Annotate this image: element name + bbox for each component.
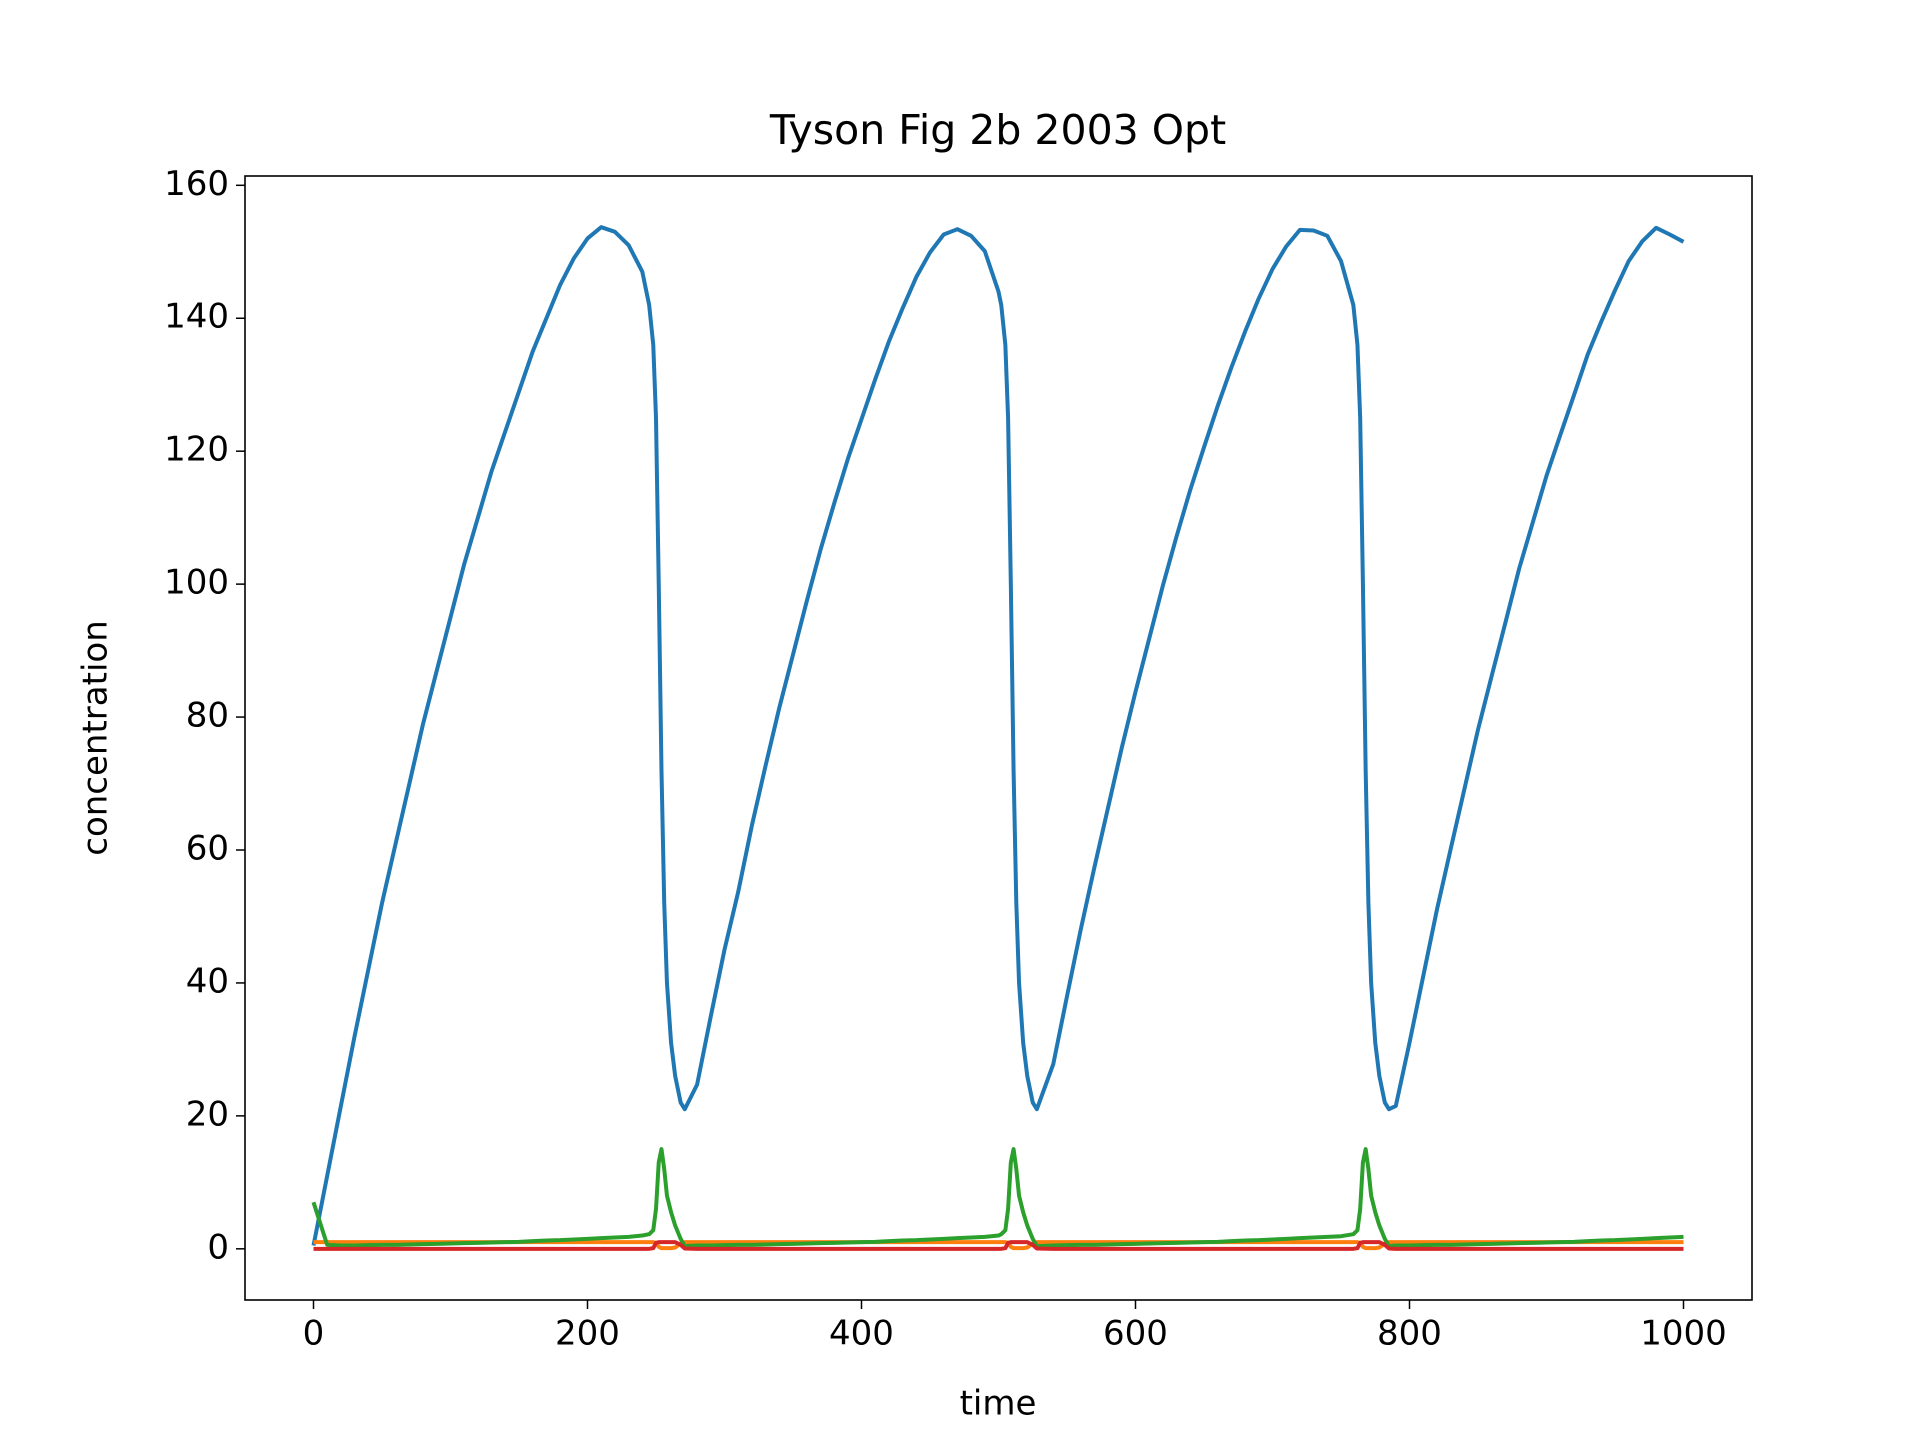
y-tick-label: 0 [207,1227,229,1267]
y-tick-label: 100 [164,563,229,603]
x-tick-label: 600 [1103,1314,1168,1354]
chart-title: Tyson Fig 2b 2003 Opt [769,106,1226,154]
x-tick-label: 800 [1377,1314,1442,1354]
y-axis-label: concentration [76,620,116,855]
plot-frame [244,175,1753,1301]
x-axis-label: time [960,1384,1037,1424]
y-tick-label: 140 [164,297,229,337]
x-tick-label: 1000 [1640,1314,1727,1354]
y-tick-label: 40 [186,961,229,1001]
data-line [311,1147,1684,1249]
y-tick-label: 60 [186,829,229,869]
x-tick-label: 200 [555,1314,620,1354]
y-tick-label: 120 [164,430,229,470]
data-line [313,1240,1684,1251]
data-line [311,225,1685,1246]
y-tick-label: 20 [186,1094,229,1134]
y-tick-label: 160 [164,164,229,204]
x-tick-label: 400 [829,1314,894,1354]
x-tick-label: 0 [303,1314,325,1354]
y-tick-label: 80 [186,696,229,736]
data-line [313,1240,1684,1251]
